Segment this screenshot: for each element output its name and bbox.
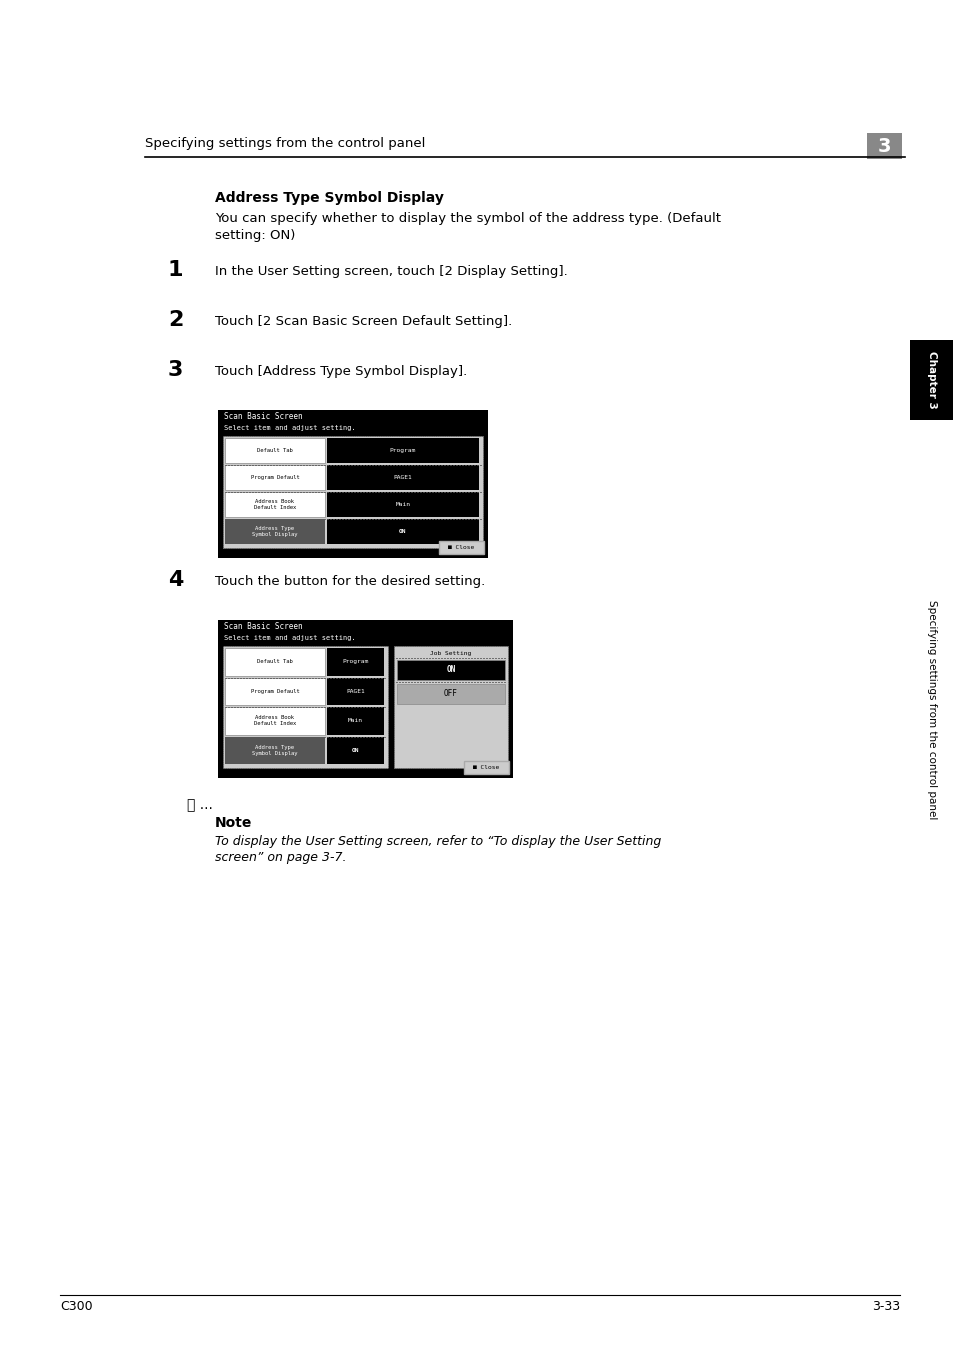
Text: ON: ON: [446, 666, 456, 675]
Text: Program: Program: [390, 448, 416, 454]
Text: C300: C300: [60, 1300, 92, 1314]
Text: Program: Program: [342, 659, 368, 664]
Text: 3: 3: [877, 136, 890, 155]
Text: Select item and adjust setting.: Select item and adjust setting.: [224, 634, 355, 641]
Text: You can specify whether to display the symbol of the address type. (Default: You can specify whether to display the s…: [214, 212, 720, 225]
Bar: [327, 491, 478, 517]
Bar: [225, 437, 325, 463]
Text: Touch the button for the desired setting.: Touch the button for the desired setting…: [214, 575, 485, 589]
Bar: [327, 464, 478, 490]
Bar: [225, 518, 325, 544]
Bar: [327, 518, 478, 544]
Text: Program Default: Program Default: [251, 688, 299, 694]
Bar: [394, 647, 507, 768]
Text: 1: 1: [168, 261, 183, 279]
Text: screen” on page 3-7.: screen” on page 3-7.: [214, 850, 346, 864]
Bar: [225, 737, 325, 764]
Bar: [225, 707, 325, 734]
Text: OFF: OFF: [443, 690, 457, 698]
Text: Address Type Symbol Display: Address Type Symbol Display: [214, 190, 443, 205]
Text: ■ Close: ■ Close: [473, 765, 499, 769]
Text: Symbol Display: Symbol Display: [252, 532, 297, 537]
Bar: [218, 410, 488, 558]
Text: setting: ON): setting: ON): [214, 230, 295, 242]
Text: Main: Main: [395, 502, 410, 508]
Bar: [327, 737, 384, 764]
Text: Note: Note: [214, 815, 253, 830]
Bar: [327, 707, 384, 734]
Text: PAGE1: PAGE1: [394, 475, 412, 481]
Bar: [438, 541, 483, 554]
Text: Default Index: Default Index: [253, 505, 295, 510]
Text: 3-33: 3-33: [871, 1300, 899, 1314]
Bar: [327, 648, 384, 675]
Bar: [327, 437, 478, 463]
Bar: [396, 660, 504, 680]
Text: Default Tab: Default Tab: [257, 659, 293, 664]
Text: ⎓ ...: ⎓ ...: [187, 798, 213, 811]
Text: Job Setting: Job Setting: [430, 651, 471, 656]
Text: In the User Setting screen, touch [2 Display Setting].: In the User Setting screen, touch [2 Dis…: [214, 265, 567, 278]
Text: ON: ON: [352, 748, 359, 753]
Text: Program Default: Program Default: [251, 475, 299, 481]
Text: Address Type: Address Type: [255, 745, 294, 749]
Text: Specifying settings from the control panel: Specifying settings from the control pan…: [926, 601, 936, 819]
Bar: [909, 340, 953, 420]
Text: To display the User Setting screen, refer to “To display the User Setting: To display the User Setting screen, refe…: [214, 836, 660, 848]
Text: Scan Basic Screen: Scan Basic Screen: [224, 412, 302, 421]
Text: Default Tab: Default Tab: [257, 448, 293, 454]
Text: ON: ON: [399, 529, 406, 535]
Text: Scan Basic Screen: Scan Basic Screen: [224, 622, 302, 630]
Text: Chapter 3: Chapter 3: [926, 351, 936, 409]
Bar: [327, 678, 384, 705]
Text: Select item and adjust setting.: Select item and adjust setting.: [224, 425, 355, 431]
Bar: [225, 648, 325, 675]
Bar: [866, 134, 901, 159]
Text: Main: Main: [348, 718, 363, 724]
Text: Touch [Address Type Symbol Display].: Touch [Address Type Symbol Display].: [214, 364, 467, 378]
Text: Address Type: Address Type: [255, 526, 294, 531]
Text: Specifying settings from the control panel: Specifying settings from the control pan…: [145, 136, 425, 150]
Bar: [396, 684, 504, 703]
Bar: [463, 761, 509, 774]
Bar: [225, 491, 325, 517]
Bar: [218, 620, 513, 778]
Bar: [223, 436, 482, 548]
Bar: [223, 647, 388, 768]
Text: Address Book: Address Book: [255, 500, 294, 504]
Text: Symbol Display: Symbol Display: [252, 751, 297, 756]
Text: PAGE1: PAGE1: [346, 688, 364, 694]
Bar: [225, 678, 325, 705]
Text: Address Book: Address Book: [255, 716, 294, 721]
Text: Default Index: Default Index: [253, 721, 295, 726]
Bar: [225, 464, 325, 490]
Text: 4: 4: [168, 570, 183, 590]
Text: Touch [2 Scan Basic Screen Default Setting].: Touch [2 Scan Basic Screen Default Setti…: [214, 315, 512, 328]
Text: 2: 2: [168, 310, 183, 329]
Text: ■ Close: ■ Close: [448, 545, 475, 549]
Text: 3: 3: [168, 360, 183, 379]
